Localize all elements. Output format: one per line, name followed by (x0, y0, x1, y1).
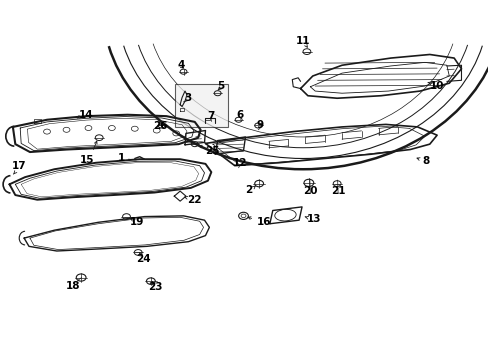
Text: 14: 14 (79, 110, 93, 120)
Text: 16: 16 (256, 217, 271, 227)
Text: 8: 8 (422, 156, 428, 166)
Text: 10: 10 (429, 81, 444, 91)
Text: 5: 5 (217, 81, 224, 91)
Text: 12: 12 (232, 158, 246, 168)
Text: 25: 25 (205, 146, 220, 156)
Text: 21: 21 (330, 186, 345, 196)
Text: 26: 26 (153, 121, 167, 131)
Text: 6: 6 (236, 110, 243, 120)
Text: 7: 7 (207, 111, 215, 121)
Text: 15: 15 (80, 155, 95, 165)
Text: 9: 9 (256, 121, 263, 130)
Text: 19: 19 (130, 217, 144, 227)
Text: 23: 23 (148, 282, 163, 292)
Text: 18: 18 (65, 281, 80, 291)
Bar (175, 84, 227, 127)
Text: 17: 17 (12, 161, 26, 171)
Text: 1: 1 (118, 153, 125, 163)
Text: 22: 22 (187, 195, 202, 205)
Text: 20: 20 (303, 186, 317, 196)
Text: 13: 13 (306, 215, 320, 224)
Text: 24: 24 (136, 254, 150, 264)
Text: 2: 2 (244, 185, 251, 195)
Text: 3: 3 (184, 93, 192, 103)
Text: 11: 11 (295, 36, 309, 46)
Text: 4: 4 (177, 59, 184, 69)
